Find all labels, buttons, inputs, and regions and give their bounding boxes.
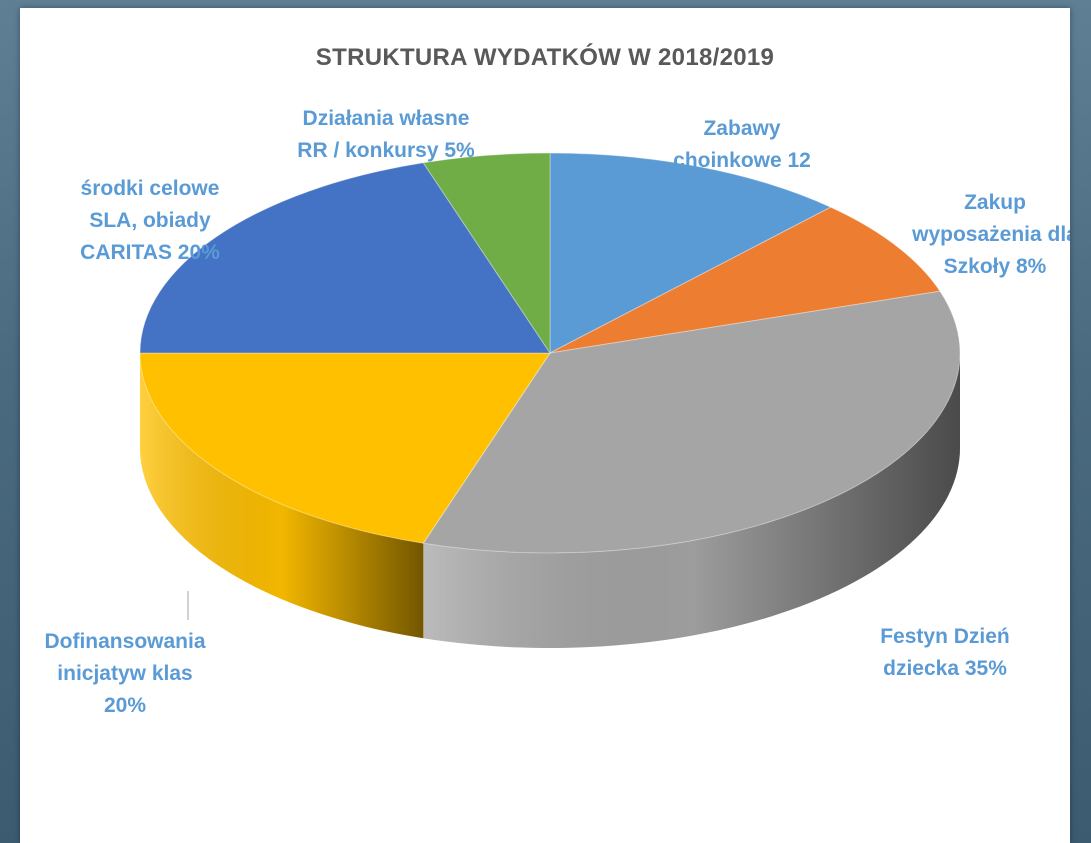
slice-label-rodki-celowe: środki celowe SLA, obiady CARITAS 20% <box>80 177 220 264</box>
pie-slice-dzia-ania-w-asne <box>422 152 551 355</box>
pie-slice-dofinansowania <box>139 352 551 544</box>
slice-label-dzia-ania-w-asne: Działania własne RR / konkursy 5% <box>297 107 475 162</box>
pie-slice-zabawy <box>549 152 832 354</box>
slice-label-zabawy: Zabawy choinkowe 12 <box>673 117 811 172</box>
pie-slice-festyn-dzie <box>422 290 961 554</box>
pie-side-shade <box>140 353 424 639</box>
pie-chart: Zabawy choinkowe 12 Zakup wyposażenia dla Sz… <box>44 107 1070 717</box>
slice-label-festyn-dzie: Festyn Dzień dziecka 35% <box>880 625 1010 680</box>
chart-card: STRUKTURA WYDATKÓW W 2018/2019 Zabawy cho… <box>20 8 1070 843</box>
slice-label-dofinansowania: Dofinansowania inicjatyw klas 20% <box>44 630 205 717</box>
chart-title: STRUKTURA WYDATKÓW W 2018/2019 <box>315 44 775 71</box>
pie-slice-rodki-celowe <box>139 162 551 354</box>
pie-side-shade <box>423 353 960 648</box>
pie-slice-zakup <box>549 206 941 354</box>
slice-label-zakup: Zakup wyposażenia dla Szkoły 8% <box>911 191 1070 278</box>
